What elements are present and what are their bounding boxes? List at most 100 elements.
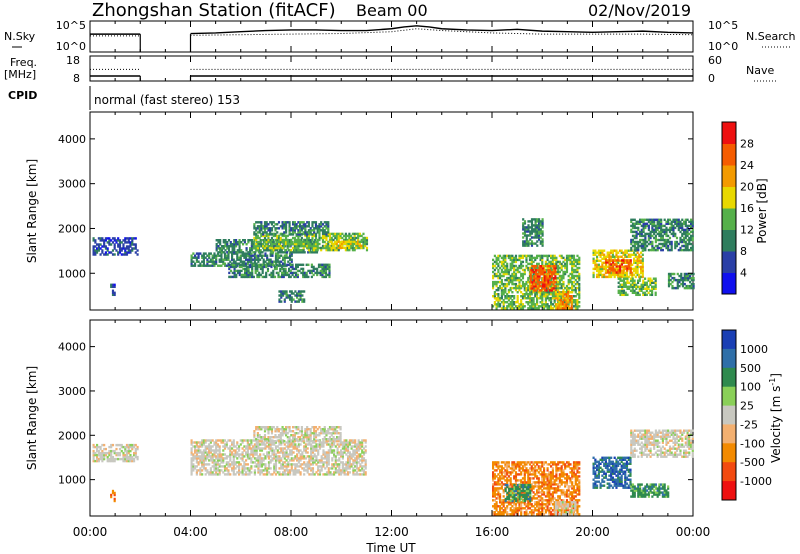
- velocity-cell: [192, 455, 195, 458]
- power-cell: [530, 244, 534, 247]
- velocity-cell: [324, 473, 327, 476]
- power-cell: [576, 280, 579, 284]
- velocity-cell: [301, 451, 304, 454]
- power-cell: [355, 236, 358, 240]
- power-cell: [633, 246, 636, 250]
- power-cell: [265, 265, 268, 269]
- power-cell: [289, 254, 292, 257]
- power-cell: [355, 240, 358, 244]
- velocity-cell: [246, 463, 249, 466]
- power-cell: [541, 232, 544, 235]
- power-cell: [663, 238, 666, 242]
- power-cell: [260, 242, 263, 246]
- power-cell: [263, 225, 267, 228]
- power-cell: [202, 260, 205, 263]
- power-cell: [306, 236, 309, 240]
- power-cell: [336, 248, 339, 252]
- power-cell: [502, 258, 505, 262]
- power-cell: [311, 223, 314, 226]
- power-cell: [538, 271, 541, 274]
- velocity-cell: [108, 457, 111, 461]
- velocity-cell: [208, 459, 211, 462]
- velocity-cell: [262, 447, 265, 450]
- power-cell: [304, 233, 307, 236]
- velocity-cell: [336, 459, 339, 462]
- power-cell: [558, 293, 561, 296]
- velocity-cell: [317, 473, 320, 476]
- power-cell: [299, 240, 302, 244]
- power-cell: [627, 259, 631, 262]
- velocity-cell: [287, 445, 290, 448]
- velocity-cell: [267, 439, 271, 442]
- velocity-cell: [113, 449, 116, 453]
- power-cell: [622, 261, 625, 264]
- power-cell: [313, 248, 316, 252]
- power-cell: [281, 267, 284, 271]
- velocity-cell: [229, 439, 232, 442]
- velocity-cell: [222, 439, 225, 442]
- power-cell: [525, 240, 528, 243]
- power-cell: [654, 281, 657, 285]
- power-cell: [617, 267, 620, 271]
- power-cell: [619, 267, 622, 270]
- velocity-cell: [333, 443, 336, 446]
- power-cell: [247, 273, 250, 277]
- velocity-cell: [215, 449, 218, 452]
- power-cell: [576, 258, 579, 262]
- power-cell: [525, 301, 528, 304]
- power-cell: [253, 231, 256, 234]
- power-cell: [654, 226, 657, 230]
- velocity-cell: [255, 465, 258, 468]
- power-cell: [94, 241, 97, 244]
- power-cell: [552, 279, 555, 282]
- power-cell: [511, 260, 514, 264]
- velocity-cell: [222, 471, 225, 474]
- power-cell: [194, 256, 197, 259]
- power-cell: [651, 224, 654, 228]
- power-cell: [558, 266, 561, 270]
- power-cell: [686, 218, 689, 222]
- power-cell: [615, 269, 618, 273]
- power-cell: [673, 276, 676, 280]
- velocity-cell: [331, 463, 334, 466]
- power-cell: [509, 262, 512, 266]
- power-cell: [274, 233, 277, 236]
- power-cell: [554, 265, 557, 268]
- power-cell: [281, 227, 284, 230]
- power-cell: [253, 252, 256, 255]
- power-cell: [299, 227, 302, 230]
- power-cell: [654, 279, 657, 282]
- power-cell: [328, 271, 331, 275]
- velocity-cell: [299, 465, 302, 468]
- power-cell: [500, 280, 503, 284]
- power-cell: [527, 226, 530, 229]
- velocity-cell: [250, 449, 253, 452]
- power-cell: [321, 229, 325, 232]
- power-cell: [213, 260, 216, 263]
- power-cell: [622, 293, 626, 297]
- power-cell: [344, 248, 347, 252]
- velocity-cell: [266, 455, 269, 458]
- power-cell: [296, 275, 299, 279]
- power-cell: [681, 284, 685, 288]
- power-cell: [497, 254, 500, 258]
- power-cell: [520, 305, 523, 308]
- power-cell: [122, 253, 125, 256]
- velocity-cell: [220, 455, 223, 458]
- power-cell: [563, 305, 566, 308]
- power-cell: [633, 222, 636, 226]
- velocity-heatmap: [92, 426, 694, 516]
- velocity-cell: [239, 463, 242, 466]
- velocity-cell: [296, 445, 299, 448]
- power-cell: [500, 288, 503, 292]
- power-cell: [549, 283, 552, 286]
- power-cell: [286, 242, 289, 246]
- velocity-cell: [201, 455, 204, 458]
- power-cell: [249, 251, 252, 254]
- power-cell: [670, 222, 673, 226]
- power-cell: [246, 260, 249, 263]
- power-cell: [550, 289, 553, 292]
- power-cell: [272, 232, 275, 236]
- power-region-4: [253, 232, 369, 252]
- power-cell: [628, 287, 631, 291]
